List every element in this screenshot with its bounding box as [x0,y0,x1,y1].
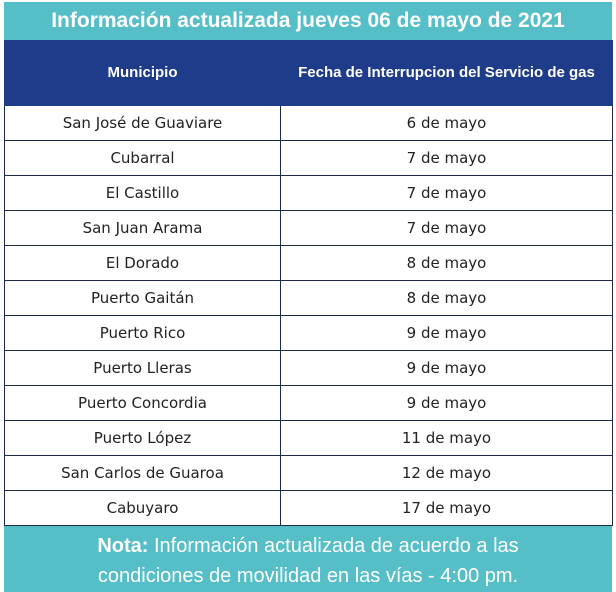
table-body: San José de Guaviare 6 de mayo Cubarral … [4,105,613,526]
page-title: Información actualizada jueves 06 de may… [4,2,612,40]
table-row: Cabuyaro 17 de mayo [4,490,613,526]
municipio-cell: Puerto Concordia [4,385,281,421]
municipio-cell: Cubarral [4,140,281,176]
table-row: Cubarral 7 de mayo [4,140,613,176]
table-row: Puerto Rico 9 de mayo [4,315,613,351]
municipio-cell: El Dorado [4,245,281,281]
table-row: San José de Guaviare 6 de mayo [4,105,613,141]
municipio-cell: Puerto Lleras [4,350,281,386]
fecha-cell: 17 de mayo [280,490,613,526]
table-row: Puerto Concordia 9 de mayo [4,385,613,421]
interruption-table: Municipio Fecha de Interrupcion del Serv… [4,40,613,526]
municipio-cell: Puerto Rico [4,315,281,351]
column-header-municipio: Municipio [4,40,281,106]
fecha-cell: 7 de mayo [280,175,613,211]
note-label: Nota: [97,535,149,557]
fecha-cell: 9 de mayo [280,350,613,386]
schedule-card: Información actualizada jueves 06 de may… [4,2,613,592]
table-row: San Carlos de Guaroa 12 de mayo [4,455,613,491]
table-row: Puerto Gaitán 8 de mayo [4,280,613,316]
municipio-cell: Puerto López [4,420,281,456]
note-line-2: condiciones de movilidad en las vías - 4… [97,565,519,587]
fecha-cell: 7 de mayo [280,140,613,176]
note-line-1: Nota: Información actualizada de acuerdo… [4,531,612,561]
footer-note: Nota: Información actualizada de acuerdo… [4,526,612,592]
table-header-row: Municipio Fecha de Interrupcion del Serv… [4,40,613,106]
table-row: El Castillo 7 de mayo [4,175,613,211]
table-row: San Juan Arama 7 de mayo [4,210,613,246]
fecha-cell: 9 de mayo [280,385,613,421]
municipio-cell: El Castillo [4,175,281,211]
fecha-cell: 9 de mayo [280,315,613,351]
fecha-cell: 11 de mayo [280,420,613,456]
table-row: El Dorado 8 de mayo [4,245,613,281]
municipio-cell: San Carlos de Guaroa [4,455,281,491]
fecha-cell: 6 de mayo [280,105,613,141]
municipio-cell: Puerto Gaitán [4,280,281,316]
municipio-cell: San José de Guaviare [4,105,281,141]
note-text-1: Información actualizada de acuerdo a las [154,535,519,557]
fecha-cell: 8 de mayo [280,245,613,281]
fecha-cell: 12 de mayo [280,455,613,491]
municipio-cell: Cabuyaro [4,490,281,526]
column-header-fecha: Fecha de Interrupcion del Servicio de ga… [280,40,613,106]
table-row: Puerto López 11 de mayo [4,420,613,456]
fecha-cell: 8 de mayo [280,280,613,316]
municipio-cell: San Juan Arama [4,210,281,246]
fecha-cell: 7 de mayo [280,210,613,246]
table-row: Puerto Lleras 9 de mayo [4,350,613,386]
